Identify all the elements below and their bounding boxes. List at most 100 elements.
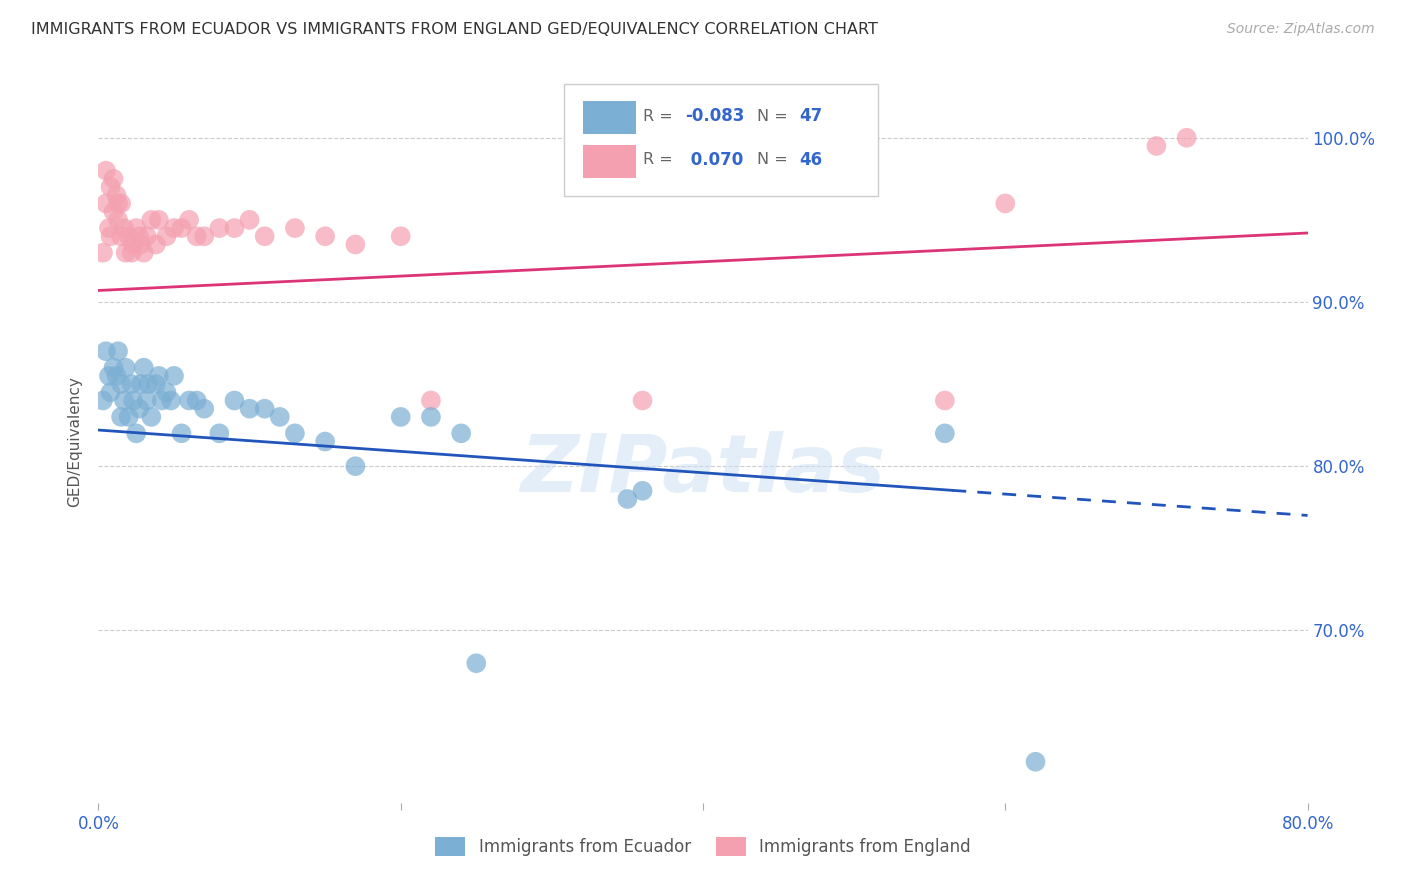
Point <box>94 344 117 359</box>
Point <box>118 229 141 244</box>
Point <box>314 434 336 449</box>
Text: N =: N = <box>758 153 793 168</box>
Text: R =: R = <box>643 153 678 168</box>
Point <box>239 401 262 416</box>
Point <box>150 393 173 408</box>
Point <box>94 196 117 211</box>
Point <box>179 393 201 408</box>
Point <box>98 368 121 383</box>
Point <box>135 229 157 244</box>
Point <box>284 426 307 441</box>
Text: -0.083: -0.083 <box>685 107 744 126</box>
Point <box>616 491 638 506</box>
Text: IMMIGRANTS FROM ECUADOR VS IMMIGRANTS FROM ENGLAND GED/EQUIVALENCY CORRELATION C: IMMIGRANTS FROM ECUADOR VS IMMIGRANTS FR… <box>31 22 877 37</box>
Point <box>110 377 132 392</box>
Point <box>224 393 246 408</box>
Point <box>112 221 135 235</box>
Point <box>208 426 231 441</box>
Point <box>631 483 654 498</box>
Point <box>103 171 125 186</box>
Text: 0.070: 0.070 <box>685 151 744 169</box>
Text: ZIPatlas: ZIPatlas <box>520 432 886 509</box>
Point <box>132 245 155 260</box>
Point <box>186 393 208 408</box>
Point <box>179 212 201 227</box>
Point <box>239 212 262 227</box>
Point <box>128 229 150 244</box>
FancyBboxPatch shape <box>583 101 637 135</box>
Point <box>420 393 443 408</box>
Point <box>934 393 956 408</box>
Point <box>344 459 367 474</box>
Point <box>129 377 152 392</box>
Text: Source: ZipAtlas.com: Source: ZipAtlas.com <box>1227 22 1375 37</box>
Point <box>129 237 152 252</box>
Point <box>155 229 177 244</box>
Point <box>103 204 125 219</box>
Point <box>114 245 136 260</box>
Point <box>107 344 129 359</box>
Point <box>105 188 128 202</box>
Point <box>186 229 208 244</box>
Point <box>1024 755 1046 769</box>
Point <box>994 196 1017 211</box>
Point <box>110 196 132 211</box>
Text: N =: N = <box>758 109 793 124</box>
Point <box>107 196 129 211</box>
FancyBboxPatch shape <box>583 145 637 178</box>
Point <box>118 409 141 424</box>
Point <box>631 393 654 408</box>
Point <box>145 377 167 392</box>
Point <box>141 409 163 424</box>
Point <box>105 368 128 383</box>
Text: R =: R = <box>643 109 678 124</box>
Point <box>170 221 193 235</box>
Point <box>122 393 145 408</box>
Point <box>100 229 122 244</box>
Point <box>91 393 114 408</box>
Point <box>128 401 150 416</box>
Point <box>389 229 412 244</box>
Point <box>91 245 114 260</box>
Point <box>114 360 136 375</box>
Point <box>253 229 276 244</box>
Point <box>450 426 472 441</box>
Point <box>170 426 193 441</box>
Point <box>269 409 291 424</box>
Point <box>1175 130 1198 145</box>
Point <box>193 401 215 416</box>
Point <box>284 221 307 235</box>
Point <box>100 180 122 194</box>
Text: 46: 46 <box>800 151 823 169</box>
Point <box>94 163 117 178</box>
Point <box>344 237 367 252</box>
Point <box>389 409 412 424</box>
FancyBboxPatch shape <box>564 84 879 196</box>
Point <box>1144 139 1167 153</box>
Point <box>465 657 488 671</box>
Point <box>100 385 122 400</box>
Y-axis label: GED/Equivalency: GED/Equivalency <box>67 376 83 507</box>
Point <box>98 221 121 235</box>
Point <box>110 229 132 244</box>
Point <box>110 409 132 424</box>
Point <box>934 426 956 441</box>
Point <box>141 212 163 227</box>
Point <box>155 385 177 400</box>
Point <box>125 221 148 235</box>
Point <box>193 229 215 244</box>
Point <box>148 212 170 227</box>
Legend: Immigrants from Ecuador, Immigrants from England: Immigrants from Ecuador, Immigrants from… <box>429 830 977 863</box>
Point <box>145 237 167 252</box>
Point <box>125 426 148 441</box>
Point <box>420 409 443 424</box>
Point <box>163 221 186 235</box>
Point <box>135 393 157 408</box>
Point <box>107 212 129 227</box>
Text: 47: 47 <box>800 107 823 126</box>
Point <box>224 221 246 235</box>
Point <box>136 377 159 392</box>
Point <box>163 368 186 383</box>
Point <box>148 368 170 383</box>
Point <box>132 360 155 375</box>
